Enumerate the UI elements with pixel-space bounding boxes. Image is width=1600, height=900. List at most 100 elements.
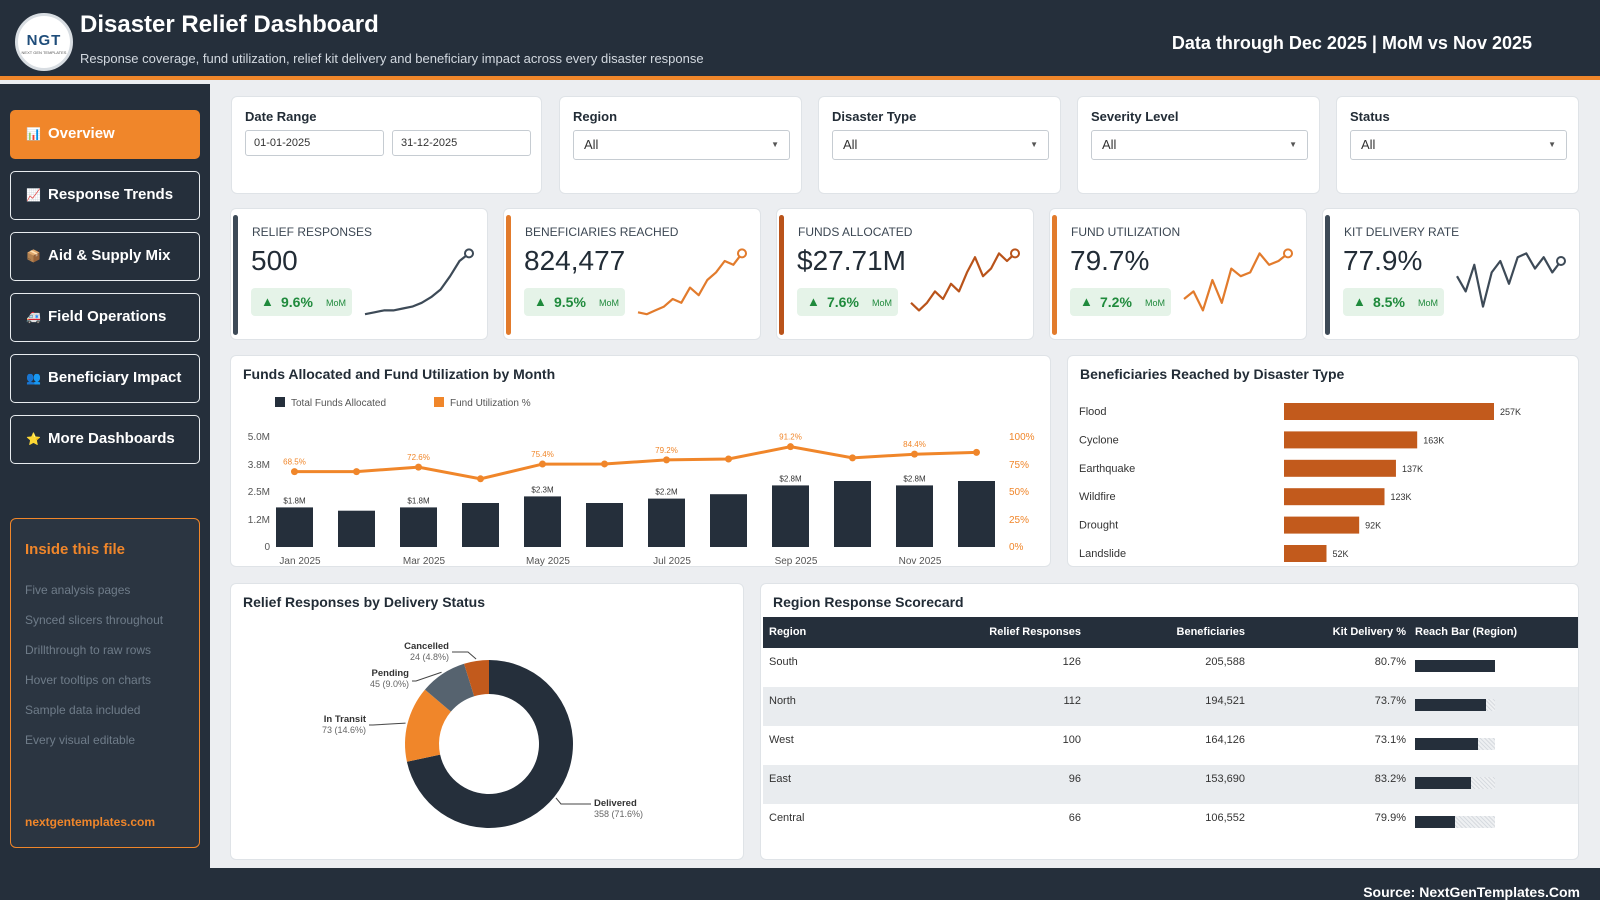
category-label: Landslide — [1079, 548, 1126, 560]
cell-responses: 112 — [1063, 695, 1081, 707]
utilization-point[interactable] — [787, 443, 794, 451]
header: NGT NEXT GEN TEMPLATES Disaster Relief D… — [0, 0, 1600, 80]
reach-bar — [1415, 816, 1495, 828]
utilization-point[interactable] — [539, 460, 546, 468]
bar-funds-allocated[interactable] — [772, 485, 809, 547]
inside-item: Drillthrough to raw rows — [25, 643, 152, 657]
bar-data-label: $2.2M — [655, 488, 678, 497]
cell-responses: 126 — [1062, 656, 1081, 668]
category-label: Drought — [1079, 520, 1118, 532]
region-scorecard-card: Region Response Scorecard Region Relief … — [760, 583, 1579, 860]
bar-funds-allocated[interactable] — [896, 485, 933, 547]
kpi-accent-bar — [506, 215, 511, 335]
nav-field-operations[interactable]: 🚑 Field Operations — [10, 293, 200, 342]
bar-beneficiaries[interactable] — [1284, 545, 1327, 562]
logo: NGT NEXT GEN TEMPLATES — [15, 13, 73, 71]
table-row[interactable]: West 100 164,126 73.1% — [763, 726, 1578, 765]
inside-this-file-panel: Inside this file Five analysis pages Syn… — [10, 518, 200, 848]
kpi-value: 500 — [251, 245, 298, 276]
bar-funds-allocated[interactable] — [524, 496, 561, 547]
nav-aid-supply-mix[interactable]: 📦 Aid & Supply Mix — [10, 232, 200, 281]
kpi-kit-delivery-rate[interactable]: KIT DELIVERY RATE 77.9% ▲ 8.5% MoM — [1322, 208, 1580, 340]
bar-funds-allocated[interactable] — [276, 507, 313, 547]
bar-beneficiaries[interactable] — [1284, 403, 1494, 420]
bar-beneficiaries[interactable] — [1284, 516, 1360, 534]
bar-funds-allocated[interactable] — [710, 494, 747, 547]
filter-label: Region — [573, 109, 618, 124]
donut-slice-in-transit[interactable] — [405, 689, 451, 762]
bar-beneficiaries[interactable] — [1284, 459, 1396, 477]
utilization-point[interactable] — [353, 468, 360, 476]
data-through-label: Data through Dec 2025 | MoM vs Nov 2025 — [1171, 33, 1532, 53]
column-header[interactable]: Reach Bar (Region) — [1415, 626, 1518, 638]
column-header[interactable]: Region — [769, 626, 807, 638]
line-data-label: 79.2% — [655, 446, 678, 455]
nav-more-dashboards[interactable]: ⭐ More Dashboards — [10, 415, 200, 464]
bar-funds-allocated[interactable] — [648, 498, 685, 547]
cell-kit: 80.7% — [1374, 656, 1406, 668]
filter-label: Disaster Type — [832, 109, 917, 124]
y2-tick: 100% — [1009, 432, 1035, 443]
cell-responses: 66 — [1068, 812, 1081, 824]
table-row[interactable]: South 126 205,588 80.7% — [763, 648, 1578, 687]
utilization-point[interactable] — [911, 450, 918, 458]
x-tick: Mar 2025 — [403, 556, 446, 566]
bar-funds-allocated[interactable] — [462, 503, 499, 547]
y2-tick: 75% — [1009, 460, 1029, 471]
bar-beneficiaries[interactable] — [1284, 488, 1385, 506]
table-row[interactable]: North 112 194,521 73.7% — [763, 687, 1578, 726]
nav-response-trends[interactable]: 📈 Response Trends — [10, 171, 200, 220]
bar-funds-allocated[interactable] — [400, 507, 437, 547]
cell-region: Central — [769, 812, 805, 824]
nav-overview[interactable]: 📊 Overview — [10, 110, 200, 159]
bar-funds-allocated[interactable] — [338, 510, 375, 547]
column-header[interactable]: Relief Responses — [989, 626, 1081, 638]
reach-bar — [1415, 777, 1495, 789]
bar-funds-allocated[interactable] — [958, 481, 995, 547]
filter-label: Status — [1350, 109, 1390, 124]
bar-value-label: 137K — [1402, 464, 1423, 474]
bar-beneficiaries[interactable] — [1284, 431, 1418, 449]
kpi-relief-responses[interactable]: RELIEF RESPONSES 500 ▲ 9.6% MoM — [230, 208, 488, 340]
website-link[interactable]: nextgentemplates.com — [25, 815, 156, 829]
disaster-type-select[interactable]: All ▼ — [832, 130, 1049, 160]
category-label: Flood — [1079, 406, 1107, 418]
utilization-point[interactable] — [601, 460, 608, 468]
nav-beneficiary-impact[interactable]: 👥 Beneficiary Impact — [10, 354, 200, 403]
utilization-point[interactable] — [477, 475, 484, 483]
utilization-point[interactable] — [663, 456, 670, 464]
date-end-input[interactable]: 31-12-2025 — [392, 130, 531, 156]
kpi-change-badge: ▲ 9.6% MoM — [251, 288, 352, 316]
severity-select[interactable]: All ▼ — [1091, 130, 1308, 160]
table-row[interactable]: East 96 153,690 83.2% — [763, 765, 1578, 804]
column-header[interactable]: Beneficiaries — [1176, 626, 1245, 638]
y2-tick: 25% — [1009, 515, 1029, 526]
sparkline-path — [910, 252, 1016, 312]
cell-beneficiaries: 153,690 — [1205, 773, 1245, 785]
column-header[interactable]: Kit Delivery % — [1332, 626, 1406, 638]
utilization-point[interactable] — [973, 448, 980, 456]
table-row[interactable]: Central 66 106,552 79.9% — [763, 804, 1578, 843]
utilization-point[interactable] — [725, 455, 732, 463]
status-filter: Status All ▼ — [1336, 96, 1579, 194]
donut-slice-cancelled[interactable] — [464, 660, 489, 697]
kpi-fund-utilization[interactable]: FUND UTILIZATION 79.7% ▲ 7.2% MoM — [1049, 208, 1307, 340]
bar-funds-allocated[interactable] — [586, 503, 623, 547]
kpi-beneficiaries-reached[interactable]: BENEFICIARIES REACHED 824,477 ▲ 9.5% MoM — [503, 208, 761, 340]
donut-slice-pending[interactable] — [424, 663, 475, 712]
bar-value-label: 92K — [1365, 521, 1381, 531]
utilization-point[interactable] — [291, 468, 298, 476]
reach-bar-fill — [1415, 816, 1455, 828]
line-data-label: 75.4% — [531, 450, 554, 459]
cell-beneficiaries: 106,552 — [1205, 812, 1245, 824]
donut-slice-delivered[interactable] — [406, 660, 573, 828]
utilization-point[interactable] — [849, 454, 856, 462]
utilization-point[interactable] — [415, 463, 422, 471]
date-start-input[interactable]: 01-01-2025 — [245, 130, 384, 156]
kpi-funds-allocated[interactable]: FUNDS ALLOCATED $27.71M ▲ 7.6% MoM — [776, 208, 1034, 340]
bar-data-label: $1.8M — [407, 496, 430, 505]
bar-funds-allocated[interactable] — [834, 481, 871, 547]
category-label: Wildfire — [1079, 491, 1116, 503]
region-select[interactable]: All ▼ — [573, 130, 790, 160]
status-select[interactable]: All ▼ — [1350, 130, 1567, 160]
